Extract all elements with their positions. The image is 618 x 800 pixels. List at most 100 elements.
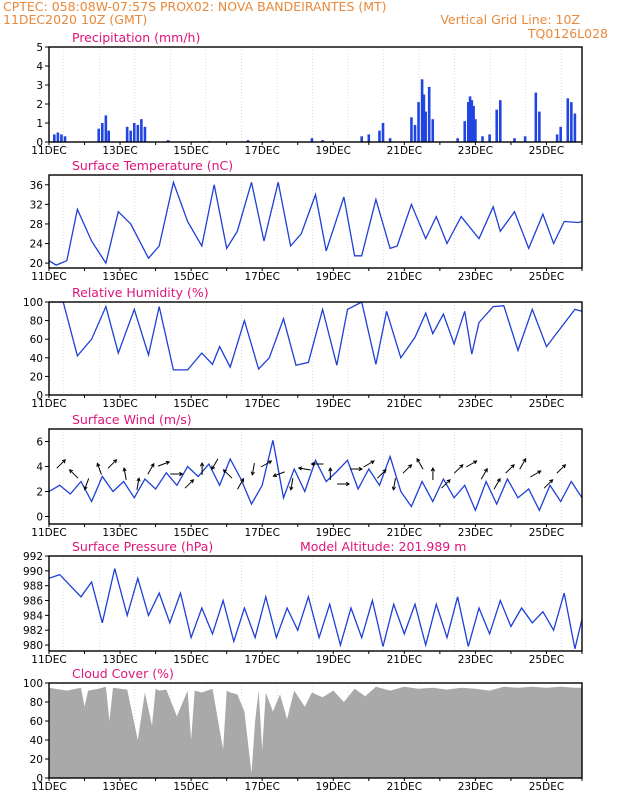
x-axis: 11DEC 13DEC 15DEC 17DEC 19DEC 21DEC 23DEC 25DEC	[31, 651, 583, 666]
precip-bar	[573, 113, 577, 142]
series-line	[49, 302, 582, 371]
x-tick-label: 23DEC	[458, 398, 493, 410]
y-tick-label: 40	[30, 353, 43, 365]
wind-arrow	[416, 457, 424, 470]
y-tick-label: 28	[30, 219, 43, 231]
y-tick-label: 32	[30, 199, 43, 211]
wind-arrow	[199, 461, 205, 475]
wind-arrow	[96, 462, 102, 475]
x-tick-label: 19DEC	[316, 271, 351, 283]
panel-6: 0 20 40 60 80 100 11DEC 13DEC 15DEC 17DEC 19DEC 21D…	[23, 666, 583, 793]
y-tick-label: 4	[36, 462, 43, 474]
y-tick-label: 0	[36, 512, 43, 524]
precip-bar	[495, 109, 499, 142]
wind-arrow	[363, 460, 375, 468]
wind-arrows	[56, 457, 567, 491]
panel-1: 0 1 2 3 4 5 11DEC 13DEC 15DEC 17DEC 19DEC 21DEC 23DE…	[31, 30, 583, 157]
y-tick-label: 80	[30, 697, 43, 709]
precip-bar	[413, 124, 417, 142]
x-tick-label: 21DEC	[387, 398, 422, 410]
precip-bar	[101, 123, 104, 142]
wind-arrow	[465, 460, 478, 468]
wind-arrow	[107, 459, 118, 469]
precip-bar	[381, 123, 385, 142]
y-tick-label: 5	[36, 42, 43, 54]
y-axis: 20 24 28 32 36	[30, 180, 49, 270]
wind-arrow	[453, 464, 464, 474]
wind-arrow	[530, 470, 542, 478]
x-tick-label: 19DEC	[316, 654, 351, 666]
x-tick-label: 19DEC	[316, 145, 351, 157]
precip-bar	[481, 136, 484, 142]
wind-arrow	[147, 462, 155, 475]
wind-arrow	[272, 471, 285, 478]
wind-arrow	[402, 464, 413, 474]
y-tick-label: 992	[23, 551, 43, 563]
precip-bar	[166, 140, 170, 142]
panel-title: Surface Temperature (nC)	[72, 158, 233, 173]
y-tick-label: 80	[30, 316, 43, 328]
precip-bar	[472, 105, 475, 142]
vertical-gridlines	[63, 302, 562, 395]
y-axis: 0 20 40 60 80 100	[23, 678, 49, 785]
y-tick-label: 986	[23, 596, 43, 608]
wind-arrow	[377, 469, 387, 479]
x-tick-label: 17DEC	[244, 527, 279, 539]
x-tick-label: 25DEC	[529, 271, 564, 283]
precip-bar	[60, 134, 63, 142]
precip-bar	[125, 126, 129, 142]
precip-bar	[410, 117, 413, 142]
x-tick-label: 21DEC	[387, 145, 422, 157]
plot-frame	[48, 555, 583, 652]
chart-header: CPTEC: 058:08W-07:57S PROX02: NOVA BANDE…	[0, 0, 618, 44]
x-tick-label: 21DEC	[387, 271, 422, 283]
wind-arrow	[391, 478, 396, 491]
precip-bar	[463, 121, 467, 142]
precip-bar	[417, 102, 420, 142]
precip-bar	[534, 92, 538, 142]
y-tick-label: 988	[23, 581, 43, 593]
cloud-area	[49, 686, 582, 778]
wind-arrow	[519, 457, 527, 470]
wind-arrow	[222, 469, 233, 479]
precip-bar	[378, 130, 381, 142]
y-tick-label: 0	[36, 773, 43, 785]
wind-arrow	[260, 460, 273, 468]
precip-bar	[559, 126, 562, 142]
precip-bar	[498, 100, 502, 142]
wind-arrow	[480, 467, 488, 480]
x-tick-label: 25DEC	[529, 527, 564, 539]
x-tick-label: 11DEC	[31, 781, 66, 793]
wind-arrow	[237, 477, 244, 490]
x-tick-label: 11DEC	[31, 398, 66, 410]
y-tick-label: 20	[30, 258, 43, 270]
x-tick-label: 17DEC	[244, 271, 279, 283]
wind-arrow	[430, 466, 436, 480]
y-tick-label: 2	[36, 487, 43, 499]
y-tick-label: 0	[36, 390, 43, 402]
x-tick-label: 15DEC	[173, 398, 208, 410]
header-grid-note: Vertical Grid Line: 10Z	[440, 12, 580, 27]
precip-bars	[53, 79, 577, 142]
precip-bar	[488, 134, 491, 142]
y-axis: 980 982 984 986 988 990 992	[23, 551, 49, 652]
panel-title: Surface Wind (m/s)	[72, 412, 192, 427]
y-tick-label: 4	[36, 61, 43, 73]
x-tick-label: 11DEC	[31, 527, 66, 539]
precip-bar	[555, 134, 559, 142]
wind-arrow	[493, 477, 501, 490]
wind-arrow	[297, 466, 311, 471]
precip-bar	[143, 126, 147, 142]
precip-bar	[570, 102, 573, 142]
x-tick-label: 19DEC	[316, 781, 351, 793]
x-tick-label: 15DEC	[173, 271, 208, 283]
x-tick-label: 23DEC	[458, 527, 493, 539]
x-tick-label: 21DEC	[387, 654, 422, 666]
precip-bar	[310, 138, 314, 142]
x-tick-label: 15DEC	[173, 781, 208, 793]
wind-arrow	[68, 469, 79, 479]
x-tick-label: 23DEC	[458, 271, 493, 283]
x-tick-label: 23DEC	[458, 145, 493, 157]
wind-arrow	[310, 461, 324, 467]
x-tick-label: 17DEC	[244, 781, 279, 793]
